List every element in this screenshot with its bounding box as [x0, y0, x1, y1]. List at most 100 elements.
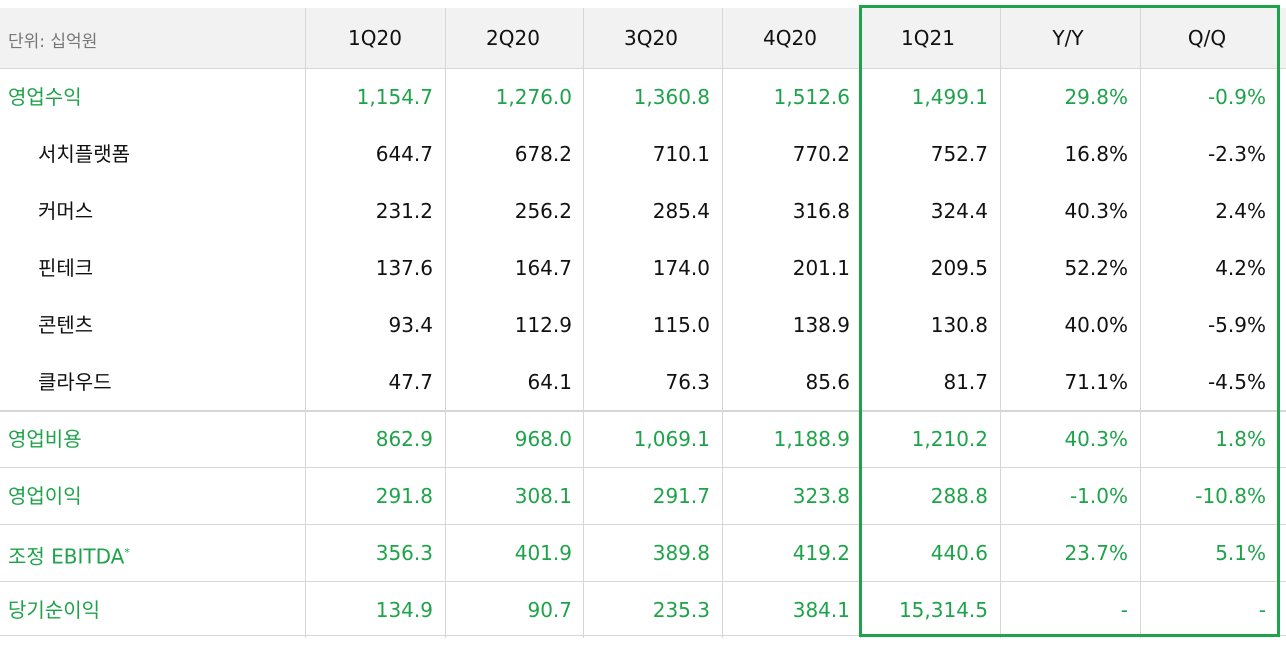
cell-value: 5.1% [1215, 541, 1266, 565]
row-label: 커머스 [38, 199, 94, 223]
cell-value: 291.8 [375, 484, 433, 508]
column-separator [305, 8, 306, 638]
cell-value: 81.7 [943, 370, 988, 394]
cell-value: 1,512.6 [773, 85, 850, 109]
cell-value: 40.0% [1064, 313, 1128, 337]
cell-value: -10.8% [1195, 484, 1266, 508]
footnote-mark: * [124, 546, 130, 559]
cell-value: 4.2% [1215, 256, 1266, 280]
cell-value: - [1258, 598, 1266, 622]
cell-value: 1,499.1 [911, 85, 988, 109]
cell-value: 112.9 [514, 313, 572, 337]
row-rule [0, 410, 1286, 412]
cell-value: 862.9 [375, 427, 433, 451]
column-separator [722, 8, 723, 638]
row-label: 영업이익 [8, 484, 82, 508]
cell-value: 64.1 [527, 370, 572, 394]
row-label: 조정 EBITDA* [8, 544, 130, 569]
row-label: 핀테크 [38, 256, 94, 280]
column-separator [1000, 8, 1001, 638]
cell-value: 644.7 [375, 142, 433, 166]
cell-value: -5.9% [1207, 313, 1266, 337]
row-rule [0, 524, 1286, 525]
cell-value: 174.0 [652, 256, 710, 280]
column-separator [583, 8, 584, 638]
cell-value: 256.2 [514, 199, 572, 223]
cell-value: -4.5% [1207, 370, 1266, 394]
cell-value: 968.0 [514, 427, 572, 451]
cell-value: 130.8 [930, 313, 988, 337]
cell-value: 201.1 [792, 256, 850, 280]
cell-value: 1,360.8 [633, 85, 710, 109]
column-header: 1Q20 [348, 26, 402, 50]
cell-value: 90.7 [527, 598, 572, 622]
cell-value: 29.8% [1064, 85, 1128, 109]
cell-value: - [1120, 598, 1128, 622]
cell-value: 316.8 [792, 199, 850, 223]
cell-value: 1.8% [1215, 427, 1266, 451]
cell-value: 288.8 [930, 484, 988, 508]
cell-value: 15,314.5 [898, 598, 988, 622]
cell-value: 419.2 [792, 541, 850, 565]
row-label: 콘텐츠 [38, 313, 94, 337]
cell-value: 308.1 [514, 484, 572, 508]
cell-value: 752.7 [930, 142, 988, 166]
column-header: 3Q20 [624, 26, 678, 50]
cell-value: 1,154.7 [356, 85, 433, 109]
cell-value: 389.8 [652, 541, 710, 565]
cell-value: 137.6 [375, 256, 433, 280]
cell-value: 710.1 [652, 142, 710, 166]
cell-value: 356.3 [375, 541, 433, 565]
cell-value: 401.9 [514, 541, 572, 565]
cell-value: 85.6 [805, 370, 850, 394]
cell-value: -1.0% [1069, 484, 1128, 508]
highlight-box [859, 5, 1280, 637]
cell-value: 770.2 [792, 142, 850, 166]
cell-value: 23.7% [1064, 541, 1128, 565]
cell-value: 93.4 [388, 313, 433, 337]
cell-value: 47.7 [388, 370, 433, 394]
cell-value: 164.7 [514, 256, 572, 280]
unit-label: 단위: 십억원 [8, 32, 98, 52]
bottom-rule [0, 635, 1286, 636]
cell-value: 235.3 [652, 598, 710, 622]
cell-value: 71.1% [1064, 370, 1128, 394]
cell-value: 52.2% [1064, 256, 1128, 280]
column-header: 4Q20 [763, 26, 817, 50]
header-bg [0, 8, 1286, 68]
column-header: Y/Y [1052, 26, 1084, 50]
cell-value: 323.8 [792, 484, 850, 508]
cell-value: 384.1 [792, 598, 850, 622]
cell-value: 40.3% [1064, 427, 1128, 451]
row-label: 영업수익 [8, 85, 82, 109]
cell-value: 291.7 [652, 484, 710, 508]
cell-value: 1,069.1 [633, 427, 710, 451]
cell-value: 76.3 [665, 370, 710, 394]
column-header: 2Q20 [486, 26, 540, 50]
cell-value: 16.8% [1064, 142, 1128, 166]
cell-value: 324.4 [930, 199, 988, 223]
cell-value: 1,276.0 [495, 85, 572, 109]
cell-value: 134.9 [375, 598, 433, 622]
cell-value: 1,210.2 [911, 427, 988, 451]
row-label: 클라우드 [38, 370, 112, 394]
column-separator [1140, 8, 1141, 638]
column-header: 1Q21 [901, 26, 955, 50]
row-rule [0, 467, 1286, 468]
cell-value: 1,188.9 [773, 427, 850, 451]
cell-value: 678.2 [514, 142, 572, 166]
cell-value: -2.3% [1207, 142, 1266, 166]
cell-value: 209.5 [930, 256, 988, 280]
cell-value: 138.9 [792, 313, 850, 337]
cell-value: 2.4% [1215, 199, 1266, 223]
row-label: 당기순이익 [8, 598, 100, 622]
column-separator [445, 8, 446, 638]
cell-value: 440.6 [930, 541, 988, 565]
row-label: 영업비용 [8, 427, 82, 451]
cell-value: 231.2 [375, 199, 433, 223]
header-rule [0, 68, 1286, 69]
cell-value: 40.3% [1064, 199, 1128, 223]
cell-value: -0.9% [1207, 85, 1266, 109]
column-header: Q/Q [1187, 26, 1227, 50]
